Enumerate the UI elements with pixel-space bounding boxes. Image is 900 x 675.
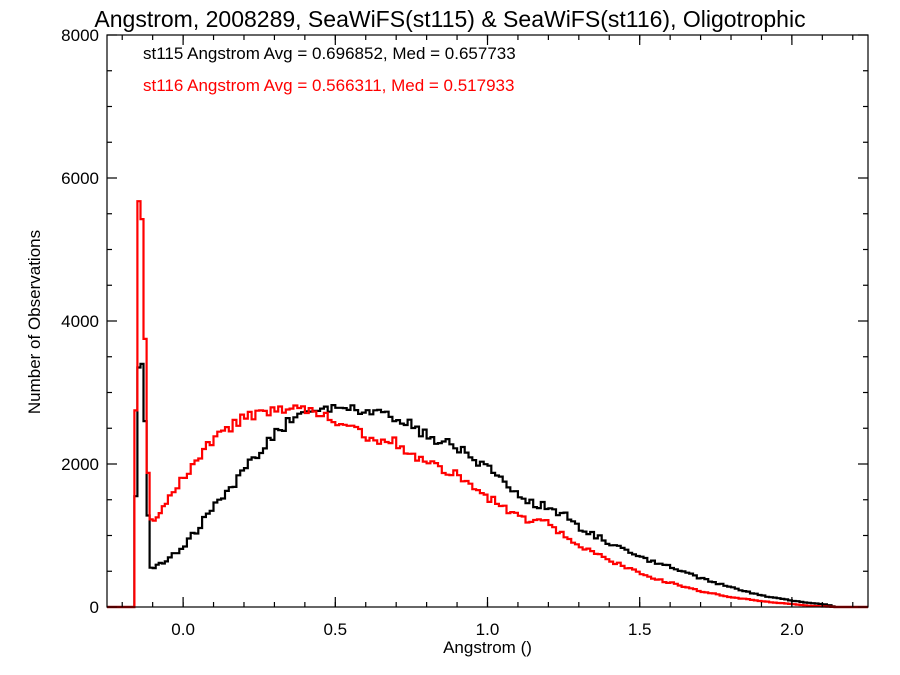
st115-stats-annotation: st115 Angstrom Avg = 0.696852, Med = 0.6… bbox=[143, 44, 516, 63]
chart-title: Angstrom, 2008289, SeaWiFS(st115) & SeaW… bbox=[94, 6, 806, 32]
y-tick-label: 6000 bbox=[61, 169, 99, 188]
x-tick-label: 0.0 bbox=[171, 620, 195, 639]
x-tick-label: 0.5 bbox=[323, 620, 347, 639]
series-st116-line bbox=[107, 200, 868, 609]
series-layer bbox=[107, 200, 868, 609]
plot-frame bbox=[106, 34, 869, 608]
x-tick-label: 2.0 bbox=[780, 620, 804, 639]
y-tick-label: 4000 bbox=[61, 312, 99, 331]
y-tick-label: 8000 bbox=[61, 26, 99, 45]
x-axis-label: Angstrom () bbox=[443, 638, 532, 657]
y-tick-label: 0 bbox=[90, 598, 99, 617]
y-tick-label: 2000 bbox=[61, 455, 99, 474]
series-st115-line bbox=[107, 362, 868, 609]
x-tick-label: 1.0 bbox=[476, 620, 500, 639]
x-tick-label: 1.5 bbox=[628, 620, 652, 639]
ticks-layer: 0.0 0.5 1.0 1.5 2.0 0 2000 4000 6000 8000 bbox=[61, 26, 868, 639]
st116-stats-annotation: st116 Angstrom Avg = 0.566311, Med = 0.5… bbox=[143, 76, 515, 95]
